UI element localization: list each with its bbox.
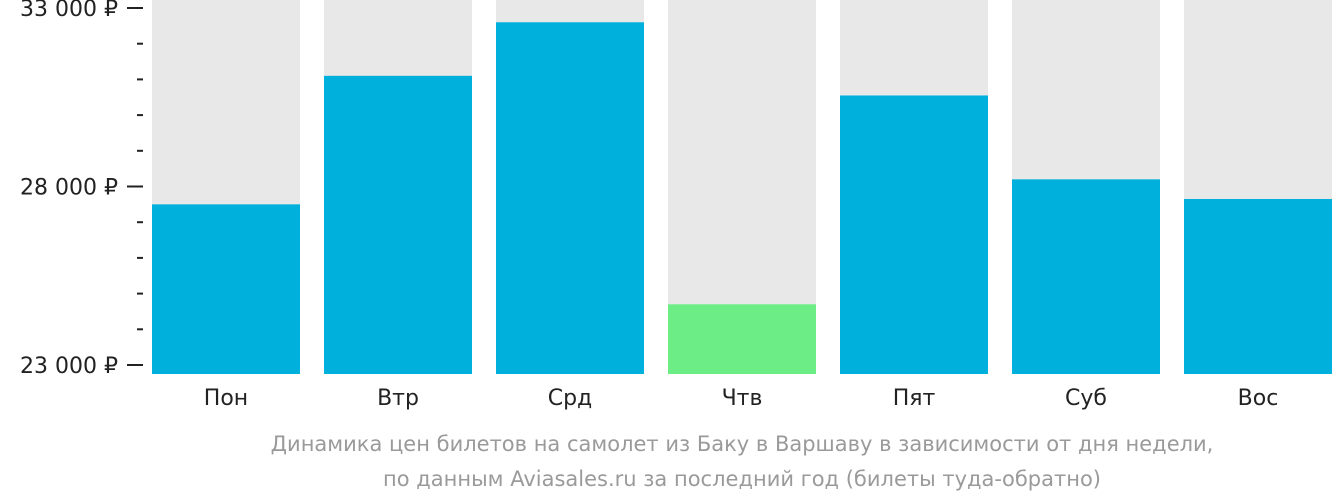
y-axis: 33 000 ₽ 28 000 ₽ 23 000 ₽ [20, 0, 143, 379]
bars [152, 0, 1332, 375]
x-tick-label: Пят [893, 386, 936, 411]
bar [1184, 198, 1332, 374]
x-tick-label: Суб [1065, 386, 1107, 411]
x-tick-label: Вос [1238, 386, 1279, 411]
y-tick-label: 23 000 ₽ [20, 354, 118, 379]
bar [668, 304, 816, 374]
x-tick-label: Срд [548, 386, 593, 411]
y-tick-label: 33 000 ₽ [20, 0, 118, 22]
bar [496, 22, 644, 375]
x-tick-label: Втр [377, 386, 419, 411]
x-axis: Пон Втр Срд Чтв Пят Суб Вос [204, 386, 1279, 411]
x-tick-label: Чтв [722, 386, 763, 411]
chart-caption-line-1: Динамика цен билетов на самолет из Баку … [270, 432, 1214, 456]
y-tick-label: 28 000 ₽ [20, 176, 118, 201]
x-tick-label: Пон [204, 386, 248, 411]
bar [1012, 179, 1160, 374]
chart-caption-line-2: по данным Aviasales.ru за последний год … [383, 467, 1101, 491]
bar [324, 75, 472, 374]
price-by-weekday-chart: 33 000 ₽ 28 000 ₽ 23 000 ₽ Пон Втр Срд Чтв Пят… [20, 0, 1332, 411]
bar [840, 95, 988, 374]
bar [152, 204, 300, 374]
